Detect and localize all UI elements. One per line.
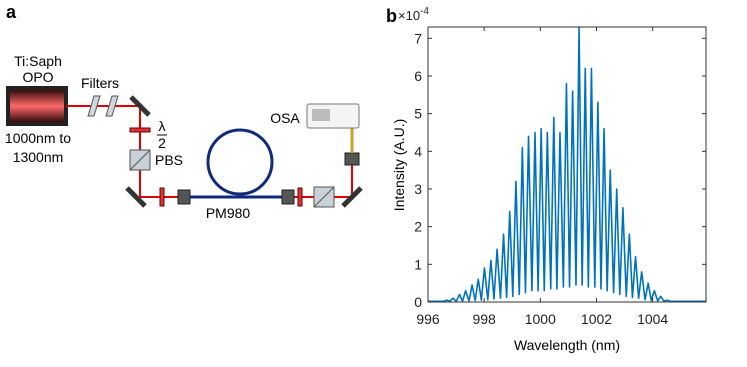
filter — [105, 95, 119, 117]
waveplate-label: 2 — [158, 135, 166, 151]
pbs-label: PBS — [155, 152, 183, 168]
laser — [6, 86, 68, 126]
osa-screen — [312, 109, 330, 121]
range-label: 1000nm to — [5, 130, 71, 146]
x-tick-label: 1002 — [581, 311, 612, 327]
y-tick-label: 1 — [414, 256, 422, 272]
mirror — [341, 186, 363, 208]
source-label: OPO — [22, 69, 53, 85]
fiber-label: PM980 — [206, 205, 251, 221]
x-tick-label: 998 — [472, 311, 496, 327]
x-tick-label: 996 — [416, 311, 440, 327]
setup-diagram: a Ti:Saph OPO 1000nm to 1300nm Filters λ… — [5, 2, 363, 221]
coupler — [281, 189, 295, 205]
spectrum-line — [428, 26, 706, 303]
y-multiplier-base: ×10 — [398, 8, 420, 23]
waveplate — [159, 187, 165, 207]
filters-label: Filters — [81, 75, 119, 91]
fiber-coil — [206, 128, 274, 196]
plot-area: 0 1 2 3 4 5 6 7 996 998 1000 1002 1004 — [414, 26, 707, 327]
y-tick-label: 2 — [414, 219, 422, 235]
coupler — [344, 152, 360, 166]
source-label: Ti:Saph — [14, 53, 62, 69]
x-tick-label: 1004 — [637, 311, 668, 327]
plot-frame — [427, 26, 707, 303]
panel-label: b — [386, 6, 397, 26]
osa-label: OSA — [270, 110, 300, 126]
x-tick-label: 1000 — [525, 311, 556, 327]
y-multiplier: ×10-4 — [398, 6, 429, 23]
y-tick-label: 6 — [414, 68, 422, 84]
range-label: 1300nm — [13, 149, 64, 165]
filter — [87, 95, 101, 117]
y-tick-label: 7 — [414, 30, 422, 46]
y-tick-label: 0 — [414, 294, 422, 310]
waveplate — [297, 187, 303, 207]
waveplate-label: λ — [159, 118, 166, 134]
y-tick-label: 3 — [414, 181, 422, 197]
panel-label: a — [6, 2, 17, 22]
cube-diagonal — [313, 186, 335, 208]
y-tick-label: 5 — [414, 106, 422, 122]
mirror — [129, 95, 151, 117]
y-tick-label: 4 — [414, 143, 422, 159]
pbs-diagonal — [129, 149, 151, 171]
y-multiplier-exponent: -4 — [420, 6, 429, 17]
x-axis-label: Wavelength (nm) — [514, 337, 620, 353]
y-axis-label: Intensity (A.U.) — [391, 119, 407, 212]
waveplate — [129, 127, 151, 133]
mirror — [125, 186, 147, 208]
coupler — [177, 189, 191, 205]
